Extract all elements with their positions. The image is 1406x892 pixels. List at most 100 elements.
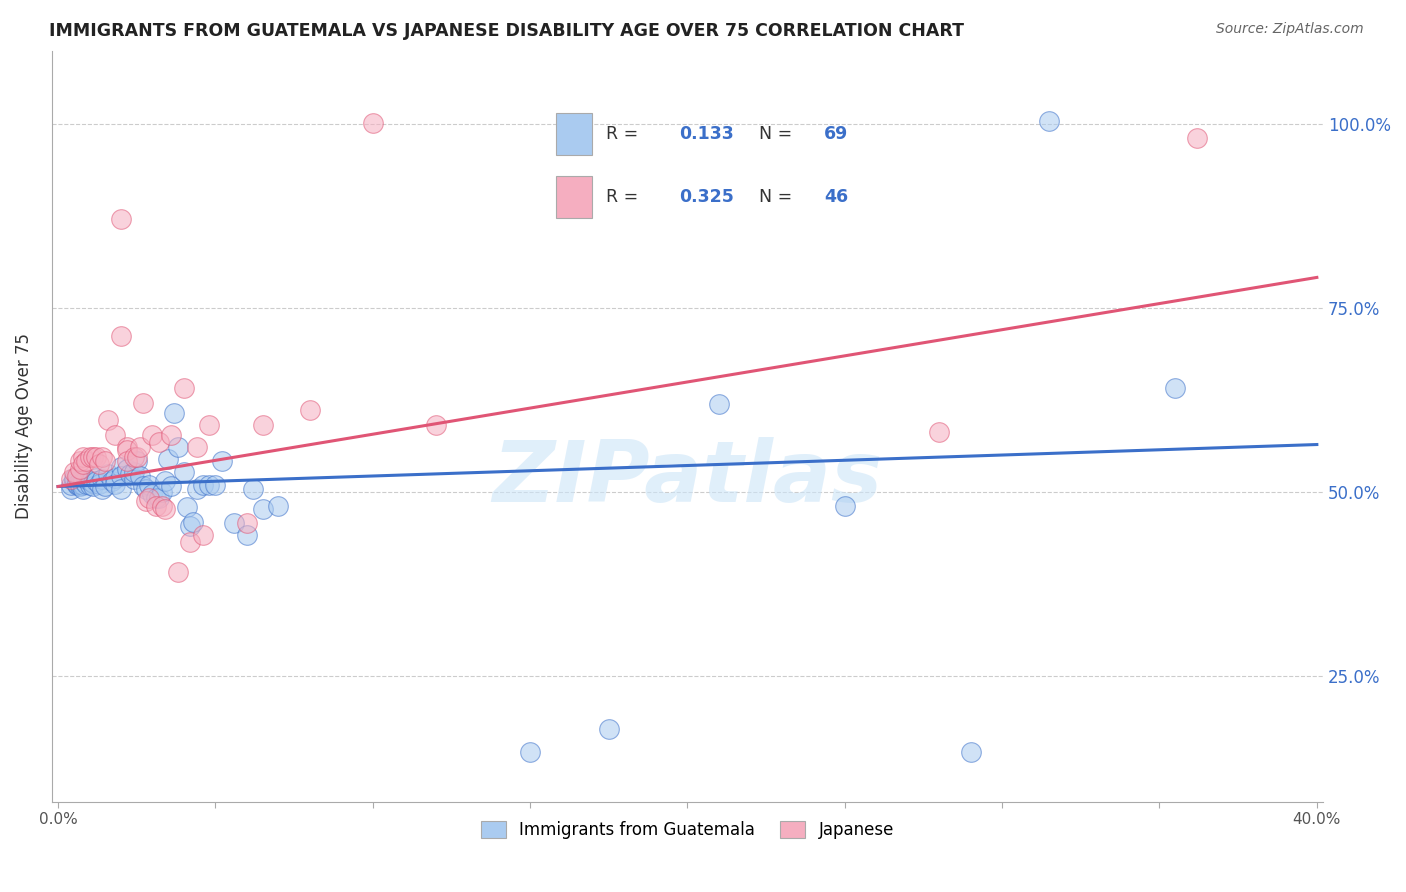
Point — [519, 745, 541, 759]
Point — [173, 465, 195, 479]
Text: Source: ZipAtlas.com: Source: ZipAtlas.com — [1216, 22, 1364, 37]
Point — [75, 454, 97, 468]
Point — [75, 472, 97, 486]
Point — [94, 454, 117, 468]
Point — [91, 450, 114, 464]
Point — [834, 499, 856, 513]
Point — [100, 475, 122, 489]
Point — [163, 406, 186, 420]
Point — [138, 491, 160, 506]
Point — [110, 459, 132, 474]
Point — [117, 454, 139, 468]
Point — [59, 478, 82, 492]
Point — [252, 417, 274, 432]
Point — [84, 470, 107, 484]
Point — [148, 491, 170, 506]
Point — [1164, 381, 1187, 395]
Point — [186, 482, 208, 496]
Point — [62, 465, 84, 479]
Point — [66, 469, 89, 483]
Point — [120, 467, 142, 481]
Point — [87, 476, 110, 491]
Point — [104, 476, 127, 491]
Point — [959, 745, 981, 759]
Point — [236, 528, 259, 542]
Point — [141, 487, 163, 501]
Point — [66, 475, 89, 489]
Point — [252, 501, 274, 516]
Point — [141, 428, 163, 442]
Point — [145, 499, 167, 513]
Point — [135, 482, 157, 496]
Point — [79, 475, 101, 489]
Point — [1187, 130, 1209, 145]
Point — [267, 499, 290, 513]
Point — [94, 479, 117, 493]
Point — [79, 450, 101, 464]
Point — [361, 116, 384, 130]
Point — [598, 723, 620, 737]
Point — [72, 458, 94, 472]
Point — [125, 450, 148, 464]
Point — [425, 417, 447, 432]
Point — [79, 478, 101, 492]
Point — [173, 381, 195, 395]
Point — [138, 478, 160, 492]
Point — [110, 482, 132, 496]
Point — [84, 450, 107, 464]
Point — [122, 465, 145, 479]
Point — [69, 476, 91, 491]
Point — [104, 428, 127, 442]
Point — [82, 475, 104, 490]
Point — [204, 478, 226, 492]
Point — [87, 458, 110, 472]
Point — [298, 403, 321, 417]
Point — [110, 329, 132, 343]
Point — [166, 440, 188, 454]
Point — [145, 491, 167, 506]
Point — [125, 454, 148, 468]
Point — [153, 475, 176, 489]
Point — [72, 478, 94, 492]
Point — [117, 442, 139, 457]
Point — [82, 450, 104, 464]
Point — [72, 450, 94, 464]
Point — [62, 475, 84, 489]
Point — [75, 476, 97, 491]
Point — [91, 482, 114, 496]
Point — [69, 454, 91, 468]
Point — [117, 440, 139, 454]
Point — [97, 467, 120, 481]
Point — [59, 482, 82, 496]
Point — [110, 211, 132, 226]
Point — [122, 472, 145, 486]
Point — [707, 397, 730, 411]
Point — [84, 475, 107, 489]
Legend: Immigrants from Guatemala, Japanese: Immigrants from Guatemala, Japanese — [474, 814, 901, 846]
Point — [928, 425, 950, 439]
Point — [148, 435, 170, 450]
Point — [211, 454, 233, 468]
Point — [191, 478, 214, 492]
Text: ZIPatlas: ZIPatlas — [492, 437, 883, 520]
Point — [132, 479, 155, 493]
Point — [82, 479, 104, 493]
Point — [66, 478, 89, 492]
Point — [198, 417, 221, 432]
Point — [69, 475, 91, 489]
Point — [135, 494, 157, 508]
Point — [179, 535, 201, 549]
Point — [150, 499, 173, 513]
Point — [72, 482, 94, 496]
Point — [66, 476, 89, 491]
Text: IMMIGRANTS FROM GUATEMALA VS JAPANESE DISABILITY AGE OVER 75 CORRELATION CHART: IMMIGRANTS FROM GUATEMALA VS JAPANESE DI… — [49, 22, 965, 40]
Point — [62, 470, 84, 484]
Point — [166, 565, 188, 579]
Point — [183, 515, 205, 529]
Point — [1038, 113, 1060, 128]
Point — [224, 516, 246, 531]
Point — [132, 395, 155, 409]
Point — [160, 479, 183, 493]
Point — [97, 413, 120, 427]
Point — [160, 428, 183, 442]
